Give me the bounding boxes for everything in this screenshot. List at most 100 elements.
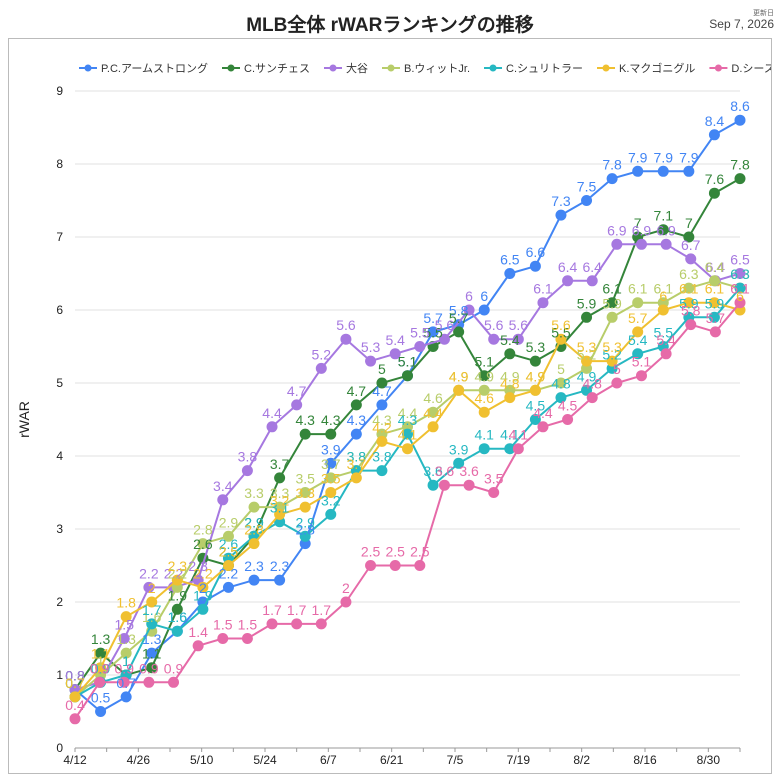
data-point[interactable]	[197, 538, 209, 550]
data-point[interactable]	[222, 581, 234, 593]
data-point[interactable]	[402, 443, 413, 455]
data-point[interactable]	[171, 603, 183, 615]
legend-item[interactable]: C.サンチェス	[222, 62, 310, 75]
data-point[interactable]	[365, 355, 377, 367]
data-point[interactable]	[146, 596, 158, 608]
data-point[interactable]	[414, 560, 426, 571]
data-point[interactable]	[120, 647, 132, 659]
data-point[interactable]	[274, 508, 286, 520]
data-point[interactable]	[555, 377, 567, 389]
data-point[interactable]	[69, 713, 81, 725]
data-point[interactable]	[340, 333, 352, 345]
data-point[interactable]	[606, 297, 618, 309]
data-point[interactable]	[463, 479, 475, 491]
data-point[interactable]	[438, 479, 450, 491]
data-point[interactable]	[350, 428, 362, 440]
data-point[interactable]	[274, 472, 286, 484]
data-point[interactable]	[611, 377, 623, 389]
data-point[interactable]	[69, 691, 81, 703]
data-point[interactable]	[389, 560, 401, 571]
data-point[interactable]	[94, 676, 106, 688]
data-point[interactable]	[683, 297, 695, 309]
data-point[interactable]	[299, 428, 311, 440]
data-point[interactable]	[632, 165, 644, 177]
data-point[interactable]	[586, 392, 598, 404]
data-point[interactable]	[708, 311, 720, 323]
data-point[interactable]	[197, 603, 209, 615]
data-point[interactable]	[453, 326, 465, 338]
data-point[interactable]	[504, 348, 516, 360]
data-point[interactable]	[266, 618, 278, 630]
data-point[interactable]	[389, 348, 401, 360]
data-point[interactable]	[555, 209, 567, 221]
data-point[interactable]	[274, 574, 286, 586]
data-point[interactable]	[734, 282, 746, 294]
data-point[interactable]	[537, 297, 549, 309]
legend-item[interactable]: D.シース	[709, 63, 771, 75]
data-point[interactable]	[325, 472, 337, 484]
data-point[interactable]	[299, 487, 311, 498]
data-point[interactable]	[299, 501, 311, 513]
data-point[interactable]	[402, 370, 413, 382]
data-point[interactable]	[683, 231, 695, 243]
data-point[interactable]	[657, 165, 669, 177]
legend-item[interactable]: C.シュリトラー	[484, 63, 583, 75]
data-point[interactable]	[632, 297, 644, 309]
data-point[interactable]	[171, 625, 183, 637]
data-point[interactable]	[478, 370, 490, 382]
data-point[interactable]	[365, 560, 377, 571]
legend-item[interactable]: 大谷	[324, 61, 368, 75]
data-point[interactable]	[611, 238, 623, 250]
data-point[interactable]	[478, 304, 490, 316]
data-point[interactable]	[350, 399, 362, 411]
data-point[interactable]	[632, 348, 644, 360]
data-point[interactable]	[222, 530, 234, 542]
data-point[interactable]	[299, 530, 311, 542]
data-point[interactable]	[248, 574, 260, 586]
data-point[interactable]	[657, 304, 669, 316]
data-point[interactable]	[118, 676, 130, 688]
data-point[interactable]	[555, 392, 567, 404]
data-point[interactable]	[660, 238, 672, 250]
data-point[interactable]	[427, 421, 439, 433]
data-point[interactable]	[414, 341, 426, 352]
data-point[interactable]	[463, 304, 475, 316]
data-point[interactable]	[315, 618, 327, 630]
data-point[interactable]	[734, 173, 746, 185]
data-point[interactable]	[291, 399, 303, 411]
data-point[interactable]	[606, 173, 618, 185]
data-point[interactable]	[453, 457, 465, 469]
data-point[interactable]	[325, 428, 337, 440]
data-point[interactable]	[709, 326, 721, 338]
data-point[interactable]	[581, 355, 593, 367]
data-point[interactable]	[222, 560, 234, 571]
data-point[interactable]	[632, 326, 644, 338]
data-point[interactable]	[325, 508, 337, 520]
data-point[interactable]	[453, 384, 465, 396]
data-point[interactable]	[325, 487, 337, 498]
data-point[interactable]	[529, 414, 541, 425]
data-point[interactable]	[143, 676, 155, 688]
data-point[interactable]	[635, 238, 647, 250]
data-point[interactable]	[708, 187, 720, 199]
data-point[interactable]	[402, 428, 413, 440]
data-point[interactable]	[529, 260, 541, 272]
data-point[interactable]	[376, 435, 388, 447]
data-point[interactable]	[708, 297, 720, 309]
data-point[interactable]	[606, 311, 618, 323]
legend-item[interactable]: P.C.アームストロング	[79, 61, 208, 75]
data-point[interactable]	[120, 691, 132, 703]
data-point[interactable]	[427, 406, 439, 418]
data-point[interactable]	[197, 581, 209, 593]
data-point[interactable]	[512, 443, 524, 455]
data-point[interactable]	[504, 392, 516, 404]
data-point[interactable]	[376, 465, 388, 477]
data-point[interactable]	[555, 333, 567, 345]
legend-item[interactable]: B.ウィットJr.	[382, 62, 470, 75]
data-point[interactable]	[241, 465, 253, 477]
data-point[interactable]	[685, 319, 697, 331]
data-point[interactable]	[586, 275, 598, 287]
data-point[interactable]	[734, 268, 746, 279]
data-point[interactable]	[95, 647, 107, 659]
legend[interactable]: P.C.アームストロング C.サンチェス 大谷 B.ウィットJr. C.シュリトラー K.…	[79, 61, 771, 75]
